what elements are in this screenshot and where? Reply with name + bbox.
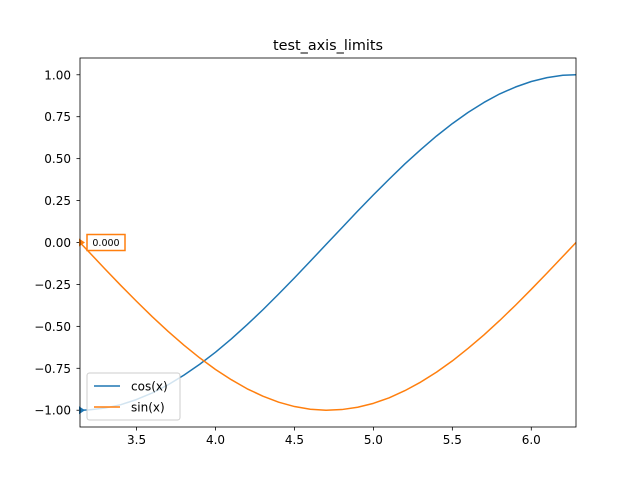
annotation-box [86,233,126,252]
y-tick-label: 0.00 [44,236,71,250]
y-tick-label: 1.00 [44,68,71,82]
legend-box [86,372,181,421]
x-tick-label: 5.0 [364,433,383,447]
y-tick-label: 0.50 [44,152,71,166]
y-tick-label: −1.00 [34,404,71,418]
y-tick-label: 0.25 [44,194,71,208]
x-axis-ticks: 3.5 4.0 4.5 5.0 5.5 6.0 [127,427,541,447]
data-marker [79,238,85,247]
plot-frame [79,57,577,428]
y-tick-label: −0.25 [34,278,71,292]
y-axis-ticks: −1.00 −0.75 −0.50 −0.25 0.00 0.25 0.50 0.75 1.00 [34,68,80,418]
data-marker [79,406,85,415]
x-tick-label: 6.0 [522,433,541,447]
y-tick-label: −0.75 [34,362,71,376]
series-line-cos-x [80,74,576,411]
marker-layer [79,238,85,415]
legend: cos(x) sin(x) [86,372,181,421]
legend-label: sin(x) [131,401,165,415]
legend-label: cos(x) [131,380,168,394]
series-layer [80,74,576,411]
y-tick-label: 0.75 [44,110,71,124]
annotation-text: 0.000 [92,238,119,249]
y-tick-label: −0.50 [34,320,71,334]
x-tick-label: 4.0 [206,433,225,447]
x-tick-label: 5.5 [443,433,462,447]
series-line-sin-x [80,241,576,411]
annotation-layer: 0.000 [86,233,126,252]
x-tick-label: 3.5 [127,433,146,447]
x-tick-label: 4.5 [285,433,304,447]
chart-title: test_axis_limits [273,38,383,54]
